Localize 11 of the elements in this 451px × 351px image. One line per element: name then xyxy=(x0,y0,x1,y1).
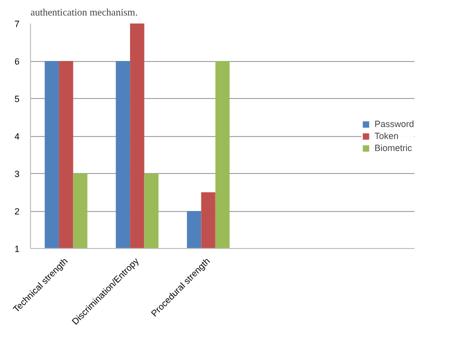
y-tick-label: 3 xyxy=(14,169,20,179)
y-tick-label: 5 xyxy=(14,94,20,104)
y-tick-label: 6 xyxy=(14,56,20,66)
y-tick-label: 1 xyxy=(14,244,20,254)
y-tick-label: 4 xyxy=(14,132,20,142)
legend-label: Token xyxy=(374,130,399,140)
legend-label: Biometric xyxy=(374,142,412,152)
y-tick-label: 2 xyxy=(14,206,20,216)
y-tick-label: 7 xyxy=(14,19,20,29)
text: authentication mechanism. xyxy=(30,8,138,18)
legend-label: Password xyxy=(374,118,414,128)
